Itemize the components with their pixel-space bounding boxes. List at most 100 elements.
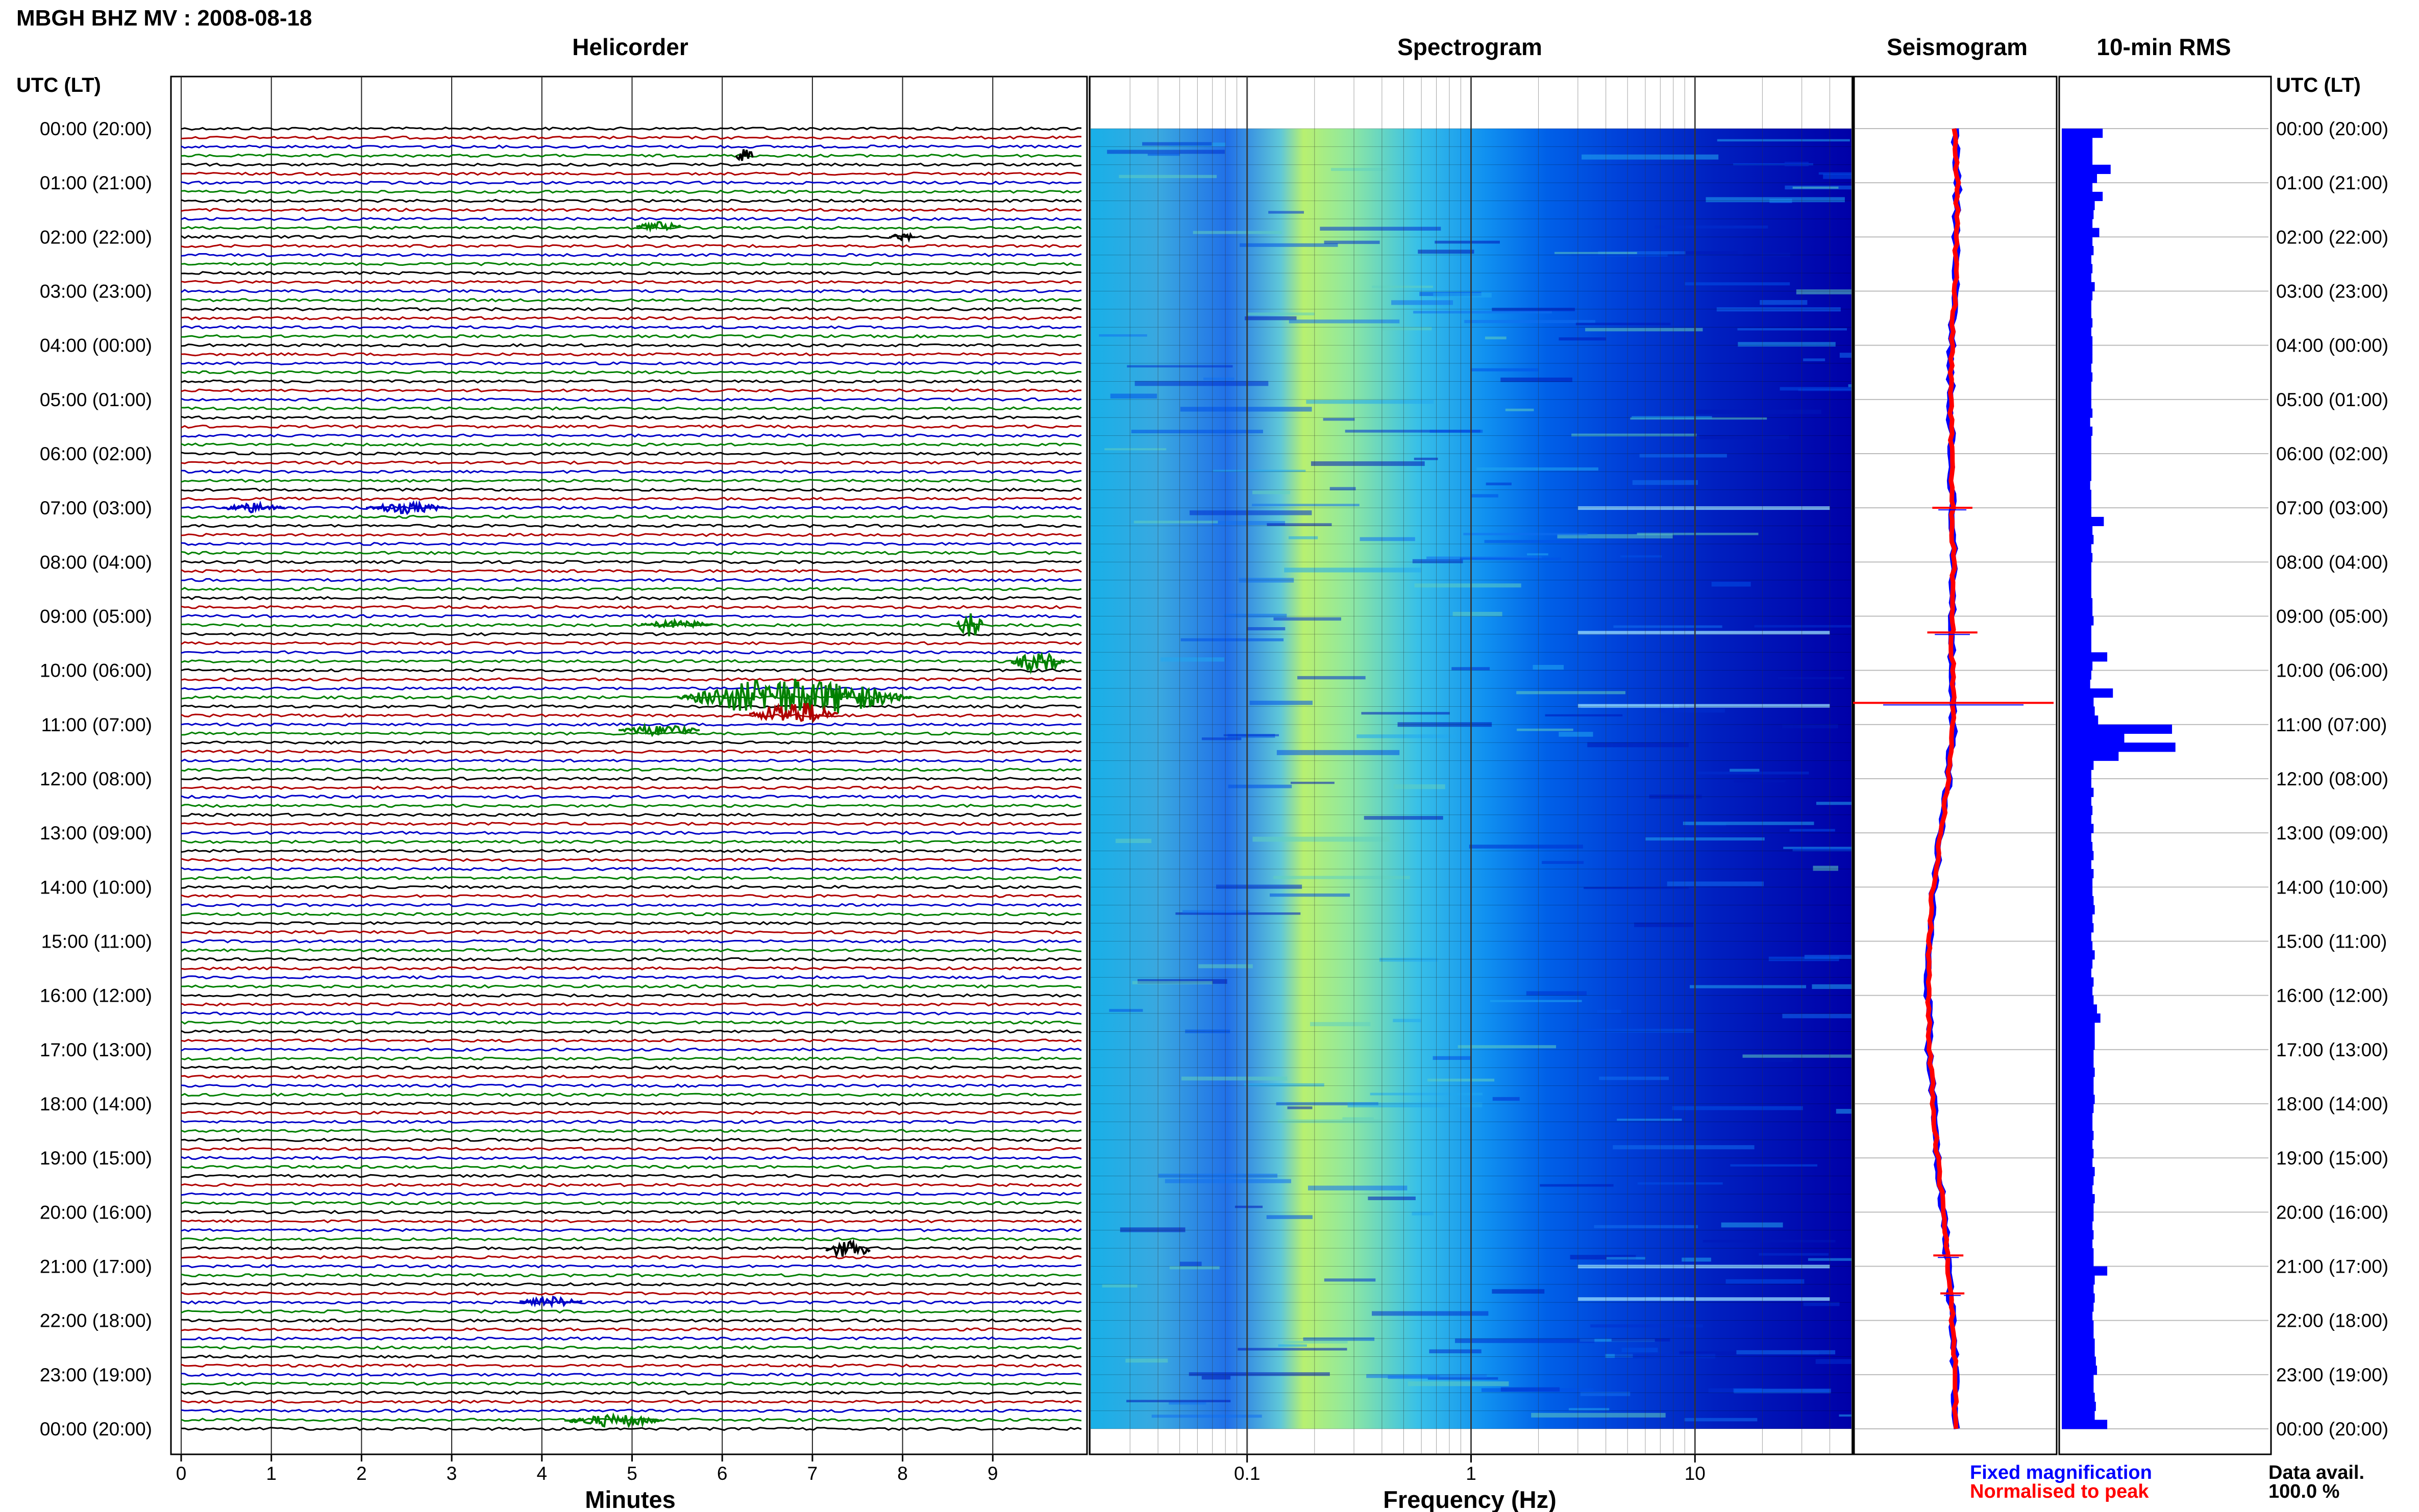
helicorder-trace-row [181, 1029, 1082, 1034]
rms-bar-25 [2062, 354, 2093, 364]
spectrogram-stripe [1273, 617, 1342, 621]
spectrogram-stripe [1223, 734, 1279, 736]
spectrogram-stripe [1391, 300, 1453, 305]
rms-bar-54 [2062, 616, 2094, 626]
helicorder-trace-row [181, 433, 1082, 438]
time-label-left-21: 21:00 (17:00) [40, 1256, 152, 1277]
rms-bar-116 [2062, 1176, 2094, 1185]
spectrogram-stripe [1545, 714, 1623, 716]
helicorder-xtick-label-9: 9 [988, 1463, 998, 1484]
spectrogram-stripe [1792, 186, 1839, 189]
time-label-right-10: 10:00 (06:00) [2276, 660, 2388, 681]
rms-bar-23 [2062, 336, 2093, 346]
spectrogram-stripe [1611, 1338, 1670, 1342]
helicorder-trace-row [181, 849, 1082, 853]
rms-bar-30 [2062, 399, 2091, 409]
rms-bar-4 [2062, 164, 2111, 174]
time-label-right-23: 23:00 (19:00) [2276, 1365, 2388, 1385]
helicorder-trace-row [181, 424, 1082, 429]
rms-bar-124 [2062, 1248, 2094, 1258]
spectrogram-stripe [1742, 1054, 1852, 1058]
helicorder-trace-row [181, 1336, 1082, 1341]
spectrogram-stripe [1213, 469, 1306, 472]
spectrogram-stripe [1361, 712, 1450, 715]
spectrogram-stripe [1649, 795, 1702, 799]
helicorder-trace-row [181, 921, 1082, 926]
helicorder-event-11 [825, 1238, 871, 1259]
spectrogram-stripe [1414, 583, 1521, 588]
spectrogram-stripe [1248, 312, 1315, 315]
spectrogram-stripe [1492, 1097, 1520, 1101]
rms-bar-107 [2062, 1095, 2095, 1104]
spectrogram-stripe [1266, 1215, 1313, 1219]
time-label-right-16: 16:00 (12:00) [2276, 985, 2388, 1006]
rms-bar-27 [2062, 372, 2093, 382]
spectrogram-stripe [1324, 1278, 1376, 1282]
helicorder-trace-row [181, 939, 1082, 944]
helicorder-trace-row [181, 930, 1082, 934]
helicorder-trace-row [181, 1381, 1082, 1386]
spectrogram-stripe [1697, 772, 1809, 775]
helicorder-trace-row [181, 208, 1082, 212]
time-label-right-19: 19:00 (15:00) [2276, 1148, 2388, 1169]
time-label-right-6: 06:00 (02:00) [2276, 443, 2388, 464]
seismogram-spikes [1853, 507, 2054, 1296]
helicorder-event-5 [956, 613, 984, 636]
helicorder-trace-row [181, 605, 1082, 610]
helicorder-trace-row [181, 876, 1082, 880]
rms-bar-115 [2062, 1167, 2095, 1177]
spectrogram-stripe [1324, 240, 1380, 244]
rms-bar-83 [2062, 878, 2093, 887]
spectrogram-stripe [1131, 430, 1263, 434]
rms-bar-80 [2062, 851, 2094, 860]
spectrogram-stripe [1297, 676, 1366, 680]
spectrogram-stripe [1839, 353, 1852, 358]
rms-bar-71 [2062, 770, 2091, 779]
spectrogram-stripe [1706, 197, 1845, 203]
helicorder-trace-row [181, 1183, 1082, 1187]
rms-bar-86 [2062, 905, 2095, 914]
helicorder-trace-row [181, 487, 1082, 492]
rms-bar-130 [2062, 1302, 2094, 1312]
rms-bar-110 [2062, 1122, 2093, 1131]
helicorder-trace-row [181, 1047, 1082, 1052]
rms-bar-99 [2062, 1022, 2095, 1032]
spectrogram-stripe [1308, 1185, 1408, 1191]
spectrogram-stripe [1161, 657, 1224, 662]
spectrogram-stripe [1500, 1387, 1560, 1392]
time-label-right-20: 20:00 (16:00) [2276, 1202, 2388, 1223]
spectrogram-stripe [1267, 523, 1332, 526]
rms-bar-31 [2062, 408, 2093, 418]
spectrogram-stripe [1182, 910, 1250, 913]
spectrogram-stripe [1185, 1029, 1230, 1033]
rms-bar-89 [2062, 932, 2091, 941]
time-label-right-5: 05:00 (01:00) [2276, 389, 2388, 410]
helicorder-trace-row [181, 270, 1082, 276]
rms-bar-29 [2062, 390, 2091, 400]
helicorder-trace-row [181, 325, 1082, 330]
helicorder-xtick-label-5: 5 [627, 1463, 637, 1484]
spectrogram-stripe [1168, 1402, 1206, 1405]
helicorder-trace-row [181, 858, 1082, 862]
rms-bar-8 [2062, 201, 2095, 210]
rms-bar-91 [2062, 950, 2095, 960]
spectrogram-stripe [1559, 337, 1607, 341]
spectrogram-gridlines [1090, 77, 1852, 1454]
rms-bar-131 [2062, 1311, 2093, 1321]
time-label-left-12: 12:00 (08:00) [40, 769, 152, 789]
helicorder-trace-row [181, 677, 1081, 682]
rms-bar-133 [2062, 1329, 2094, 1339]
spectrogram-stripe [1778, 677, 1845, 679]
rms-bar-100 [2062, 1031, 2095, 1041]
rms-bar-103 [2062, 1058, 2094, 1068]
rms-bar-122 [2062, 1230, 2094, 1240]
spectrogram-stripe [1533, 664, 1564, 670]
spectrogram-panel: 0.1 1 10 Frequency (Hz) [1089, 76, 1854, 1512]
legend-fixed-magnification: Fixed magnification [1970, 1462, 2152, 1483]
rms-bar-64 [2062, 706, 2095, 716]
helicorder-trace-row [181, 632, 1082, 636]
spectrogram-stripe [1320, 227, 1441, 231]
spectrogram-stripe [1181, 1076, 1288, 1081]
spectrogram-stripe [1151, 1415, 1262, 1418]
